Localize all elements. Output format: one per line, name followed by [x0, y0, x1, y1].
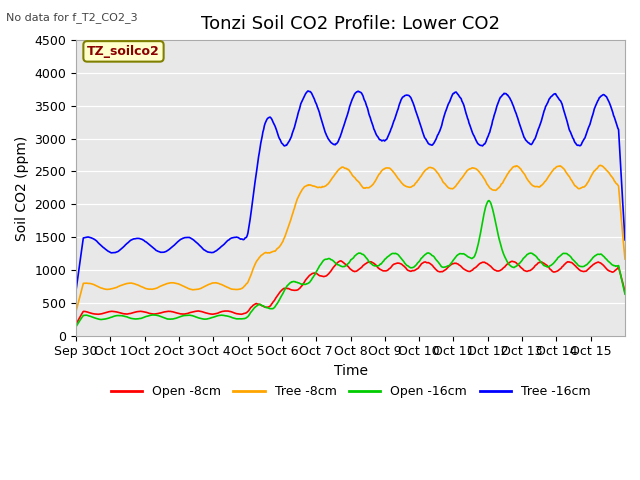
Tree -16cm — [265, 115, 273, 120]
Open -16cm — [621, 291, 629, 297]
Open -16cm — [285, 280, 293, 286]
Line: Open -8cm: Open -8cm — [76, 261, 625, 324]
Open -16cm — [237, 316, 245, 322]
Tree -16cm — [237, 236, 245, 242]
Title: Tonzi Soil CO2 Profile: Lower CO2: Tonzi Soil CO2 Profile: Lower CO2 — [201, 15, 500, 33]
Open -8cm — [137, 309, 145, 314]
Text: TZ_soilco2: TZ_soilco2 — [87, 45, 160, 58]
Tree -8cm — [137, 284, 145, 289]
Tree -8cm — [621, 256, 629, 262]
Open -16cm — [72, 324, 80, 329]
Tree -8cm — [265, 250, 273, 255]
X-axis label: Time: Time — [333, 364, 367, 378]
Tree -16cm — [72, 287, 80, 292]
Legend: Open -8cm, Tree -8cm, Open -16cm, Tree -16cm: Open -8cm, Tree -8cm, Open -16cm, Tree -… — [106, 380, 595, 403]
Line: Tree -16cm: Tree -16cm — [76, 91, 625, 289]
Open -8cm — [337, 258, 345, 264]
Open -8cm — [285, 286, 293, 292]
Tree -8cm — [285, 221, 293, 227]
Open -8cm — [72, 321, 80, 327]
Tree -16cm — [438, 119, 446, 125]
Tree -8cm — [237, 286, 245, 291]
Tree -16cm — [304, 88, 312, 94]
Line: Tree -8cm: Tree -8cm — [76, 165, 625, 311]
Open -16cm — [137, 315, 145, 321]
Open -8cm — [408, 268, 415, 274]
Open -8cm — [438, 269, 446, 275]
Line: Open -16cm: Open -16cm — [76, 201, 625, 326]
Text: No data for f_T2_CO2_3: No data for f_T2_CO2_3 — [6, 12, 138, 23]
Open -16cm — [438, 264, 445, 270]
Tree -16cm — [408, 97, 415, 103]
Open -16cm — [265, 305, 273, 311]
Open -8cm — [237, 312, 245, 317]
Tree -8cm — [407, 184, 415, 190]
Tree -16cm — [137, 236, 145, 242]
Y-axis label: Soil CO2 (ppm): Soil CO2 (ppm) — [15, 135, 29, 240]
Tree -8cm — [438, 177, 445, 182]
Open -16cm — [407, 265, 415, 271]
Tree -16cm — [621, 237, 629, 243]
Tree -8cm — [72, 308, 80, 314]
Open -8cm — [621, 290, 629, 296]
Open -8cm — [265, 304, 273, 310]
Tree -16cm — [285, 138, 293, 144]
Open -16cm — [485, 198, 493, 204]
Tree -8cm — [597, 162, 605, 168]
